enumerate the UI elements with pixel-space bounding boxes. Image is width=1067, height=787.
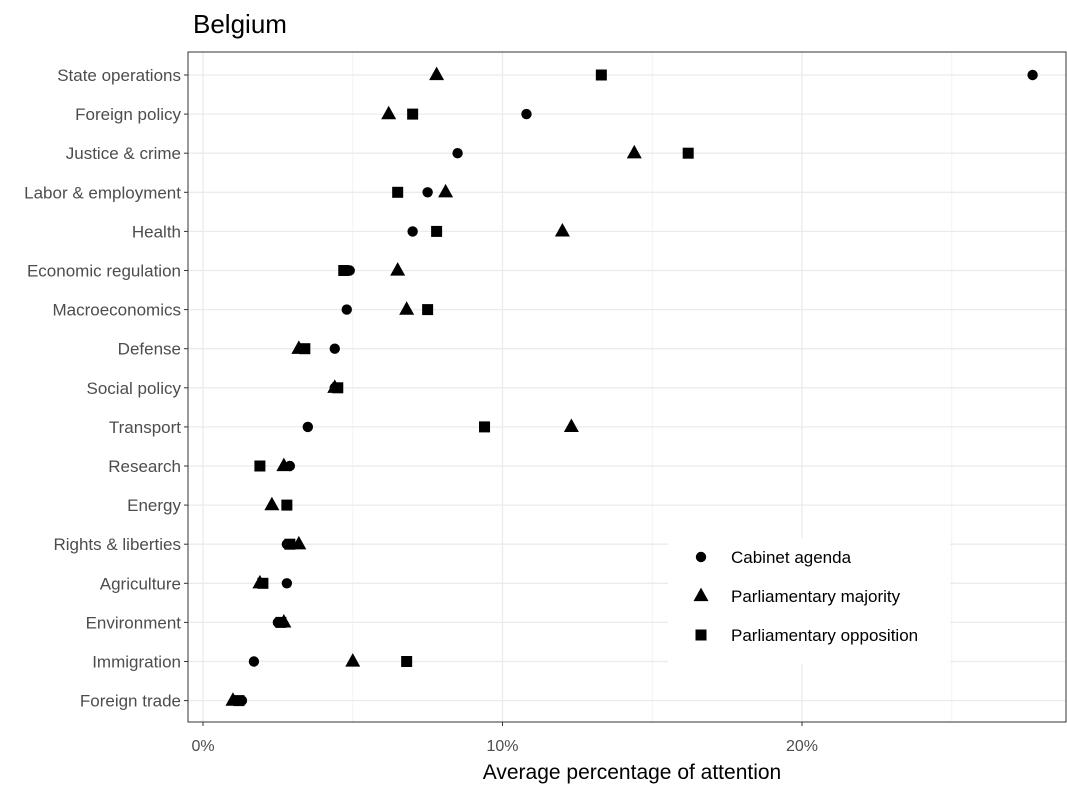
y-tick-label-foreign-policy: Foreign policy <box>75 105 181 124</box>
circle-point-defense <box>329 343 340 354</box>
square-point-rights-and-liberties <box>284 538 296 550</box>
triangle-point-energy <box>264 496 280 511</box>
circle-point-transport <box>302 421 314 433</box>
circle-point-health <box>407 226 418 237</box>
triangle-point-labor-and-employment <box>438 183 454 198</box>
legend-label-parliamentary-majority: Parliamentary majority <box>731 587 901 606</box>
legend-background <box>668 538 950 664</box>
y-tick-label-immigration: Immigration <box>92 653 181 672</box>
y-tick-label-social-policy: Social policy <box>87 379 182 398</box>
x-tick-label: 10% <box>486 738 518 755</box>
triangle-point-justice-and-crime <box>626 144 642 159</box>
x-axis-label: Average percentage of attention <box>483 761 782 784</box>
legend-label-parliamentary-opposition: Parliamentary opposition <box>731 626 918 645</box>
square-point-foreign-policy <box>407 108 419 120</box>
triangle-point-research <box>276 457 292 472</box>
y-tick-label-agriculture: Agriculture <box>100 574 181 593</box>
legend-label-cabinet-agenda: Cabinet agenda <box>731 548 852 567</box>
square-point-foreign-trade <box>233 695 245 707</box>
x-tick-label: 20% <box>786 738 818 755</box>
series-parliamentary-opposition <box>233 69 694 707</box>
y-tick-label-foreign-trade: Foreign trade <box>80 692 181 711</box>
triangle-point-macroeconomics <box>399 301 415 315</box>
y-tick-label-justice-and-crime: Justice & crime <box>66 144 181 163</box>
y-tick-label-health: Health <box>132 222 181 241</box>
square-point-defense <box>299 343 311 355</box>
y-tick-label-energy: Energy <box>127 496 181 515</box>
y-tick-label-state-operations: State operations <box>57 66 181 85</box>
y-tick-label-transport: Transport <box>109 418 181 437</box>
triangle-point-immigration <box>345 653 361 667</box>
y-tick-label-labor-and-employment: Labor & employment <box>24 183 181 202</box>
circle-point-state-operations <box>1027 69 1038 81</box>
x-tick-label: 0% <box>191 738 214 755</box>
triangle-point-economic-regulation <box>390 262 406 276</box>
y-tick-label-environment: Environment <box>86 613 182 632</box>
circle-point-immigration <box>248 656 260 667</box>
legend-marker-parliamentary-opposition <box>695 629 707 641</box>
category-rows: State operations Foreign policy Justice & … <box>24 66 188 711</box>
circle-point-justice-and-crime <box>452 148 463 159</box>
circle-point-labor-and-employment <box>422 187 433 198</box>
circle-point-foreign-policy <box>521 108 532 120</box>
square-point-labor-and-employment <box>392 186 404 198</box>
triangle-point-state-operations <box>429 66 445 81</box>
square-point-justice-and-crime <box>682 147 694 159</box>
square-point-agriculture <box>257 577 269 589</box>
panel-border <box>187 51 1067 723</box>
square-point-transport <box>479 421 491 433</box>
square-point-state-operations <box>595 69 607 81</box>
data-points <box>225 66 1038 707</box>
y-tick-label-macroeconomics: Macroeconomics <box>53 301 182 320</box>
triangle-point-transport <box>563 418 579 433</box>
triangle-point-health <box>554 223 570 237</box>
square-point-macroeconomics <box>422 304 434 316</box>
circle-point-agriculture <box>281 578 293 589</box>
y-tick-label-economic-regulation: Economic regulation <box>27 262 181 281</box>
chart-title: Belgium <box>193 9 287 39</box>
y-tick-label-research: Research <box>108 457 181 476</box>
square-point-environment <box>275 616 287 628</box>
square-point-research <box>254 460 266 472</box>
triangle-point-foreign-policy <box>381 105 397 120</box>
square-point-energy <box>281 499 293 511</box>
square-point-economic-regulation <box>338 265 350 276</box>
circle-point-macroeconomics <box>341 304 352 315</box>
legend-marker-parliamentary-majority <box>693 587 709 602</box>
y-tick-label-defense: Defense <box>118 340 181 359</box>
legend-marker-cabinet-agenda <box>695 551 707 563</box>
square-point-social-policy <box>332 382 344 394</box>
square-point-health <box>431 225 443 237</box>
y-tick-label-rights-and-liberties: Rights & liberties <box>53 535 181 554</box>
square-point-immigration <box>401 656 413 667</box>
x-axis: 0% 10% 20% <box>191 722 818 755</box>
legend: Cabinet agenda Parliamentary majority Parl… <box>668 538 950 664</box>
